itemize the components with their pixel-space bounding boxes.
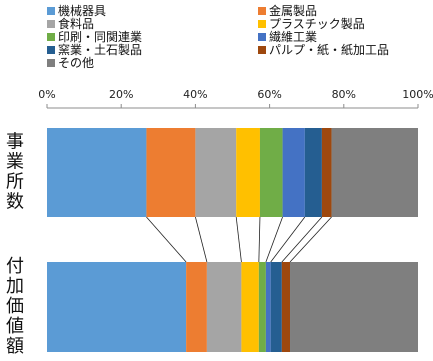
- x-tick-label: 20%: [109, 88, 133, 101]
- bar-segment: [259, 128, 283, 217]
- legend-label: その他: [58, 56, 94, 70]
- legend-label: 機械器具: [58, 3, 106, 18]
- legend-swatch: [47, 33, 55, 41]
- connector-lines: [146, 216, 332, 263]
- connector-line: [265, 216, 283, 263]
- legend-label: パルプ・紙・紙加工品: [269, 42, 389, 57]
- legend-swatch: [47, 46, 55, 54]
- bar-segment: [321, 128, 332, 217]
- legend-label: 窯業・土石製品: [58, 42, 142, 57]
- connector-line: [195, 216, 208, 263]
- category-label: 事業所数: [6, 132, 24, 213]
- bar-segment: [270, 262, 282, 352]
- legend-label: プラスチック製品: [269, 17, 365, 31]
- legend-swatch: [258, 33, 266, 41]
- connector-line: [289, 216, 332, 263]
- connector-line: [235, 216, 242, 263]
- bar-segment: [186, 262, 207, 352]
- legend-swatch: [47, 59, 55, 67]
- x-tick-label: 100%: [402, 88, 433, 101]
- connector-line: [281, 216, 323, 263]
- bar-segment: [195, 128, 237, 217]
- x-tick-label: 60%: [257, 88, 281, 101]
- legend-swatch: [258, 7, 266, 15]
- x-tick-label: 40%: [183, 88, 207, 101]
- bar-segment: [331, 128, 418, 217]
- bar-segment: [290, 262, 418, 352]
- bar-segment: [281, 262, 291, 352]
- legend-label: 印刷・同関連業: [58, 30, 142, 44]
- legend-label: 食料品: [58, 16, 94, 31]
- legend-swatch: [47, 7, 55, 15]
- legend-swatch: [258, 46, 266, 54]
- x-tick-label: 80%: [332, 88, 356, 101]
- legend-swatch: [47, 20, 55, 28]
- bar-segment: [47, 128, 147, 217]
- connector-line: [258, 216, 261, 263]
- legend-swatch: [258, 20, 266, 28]
- legend-label: 金属製品: [269, 3, 317, 18]
- bar-segment: [258, 262, 266, 352]
- bar-segment: [241, 262, 259, 352]
- bar-segment: [282, 128, 305, 217]
- x-axis: 0% 20% 40% 60% 80% 100%: [38, 88, 433, 109]
- connector-line: [146, 216, 187, 263]
- bar-segment: [304, 128, 322, 217]
- legend-label: 繊維工業: [269, 30, 317, 44]
- connector-line: [270, 216, 306, 263]
- bars: [47, 128, 418, 352]
- bar-segment: [265, 262, 271, 352]
- bar-segment: [236, 128, 260, 217]
- bar-segment: [206, 262, 242, 352]
- x-tick-label: 0%: [38, 88, 55, 101]
- category-label: 付加価値額: [6, 256, 24, 357]
- bar-segment: [146, 128, 196, 217]
- bar-segment: [47, 262, 187, 352]
